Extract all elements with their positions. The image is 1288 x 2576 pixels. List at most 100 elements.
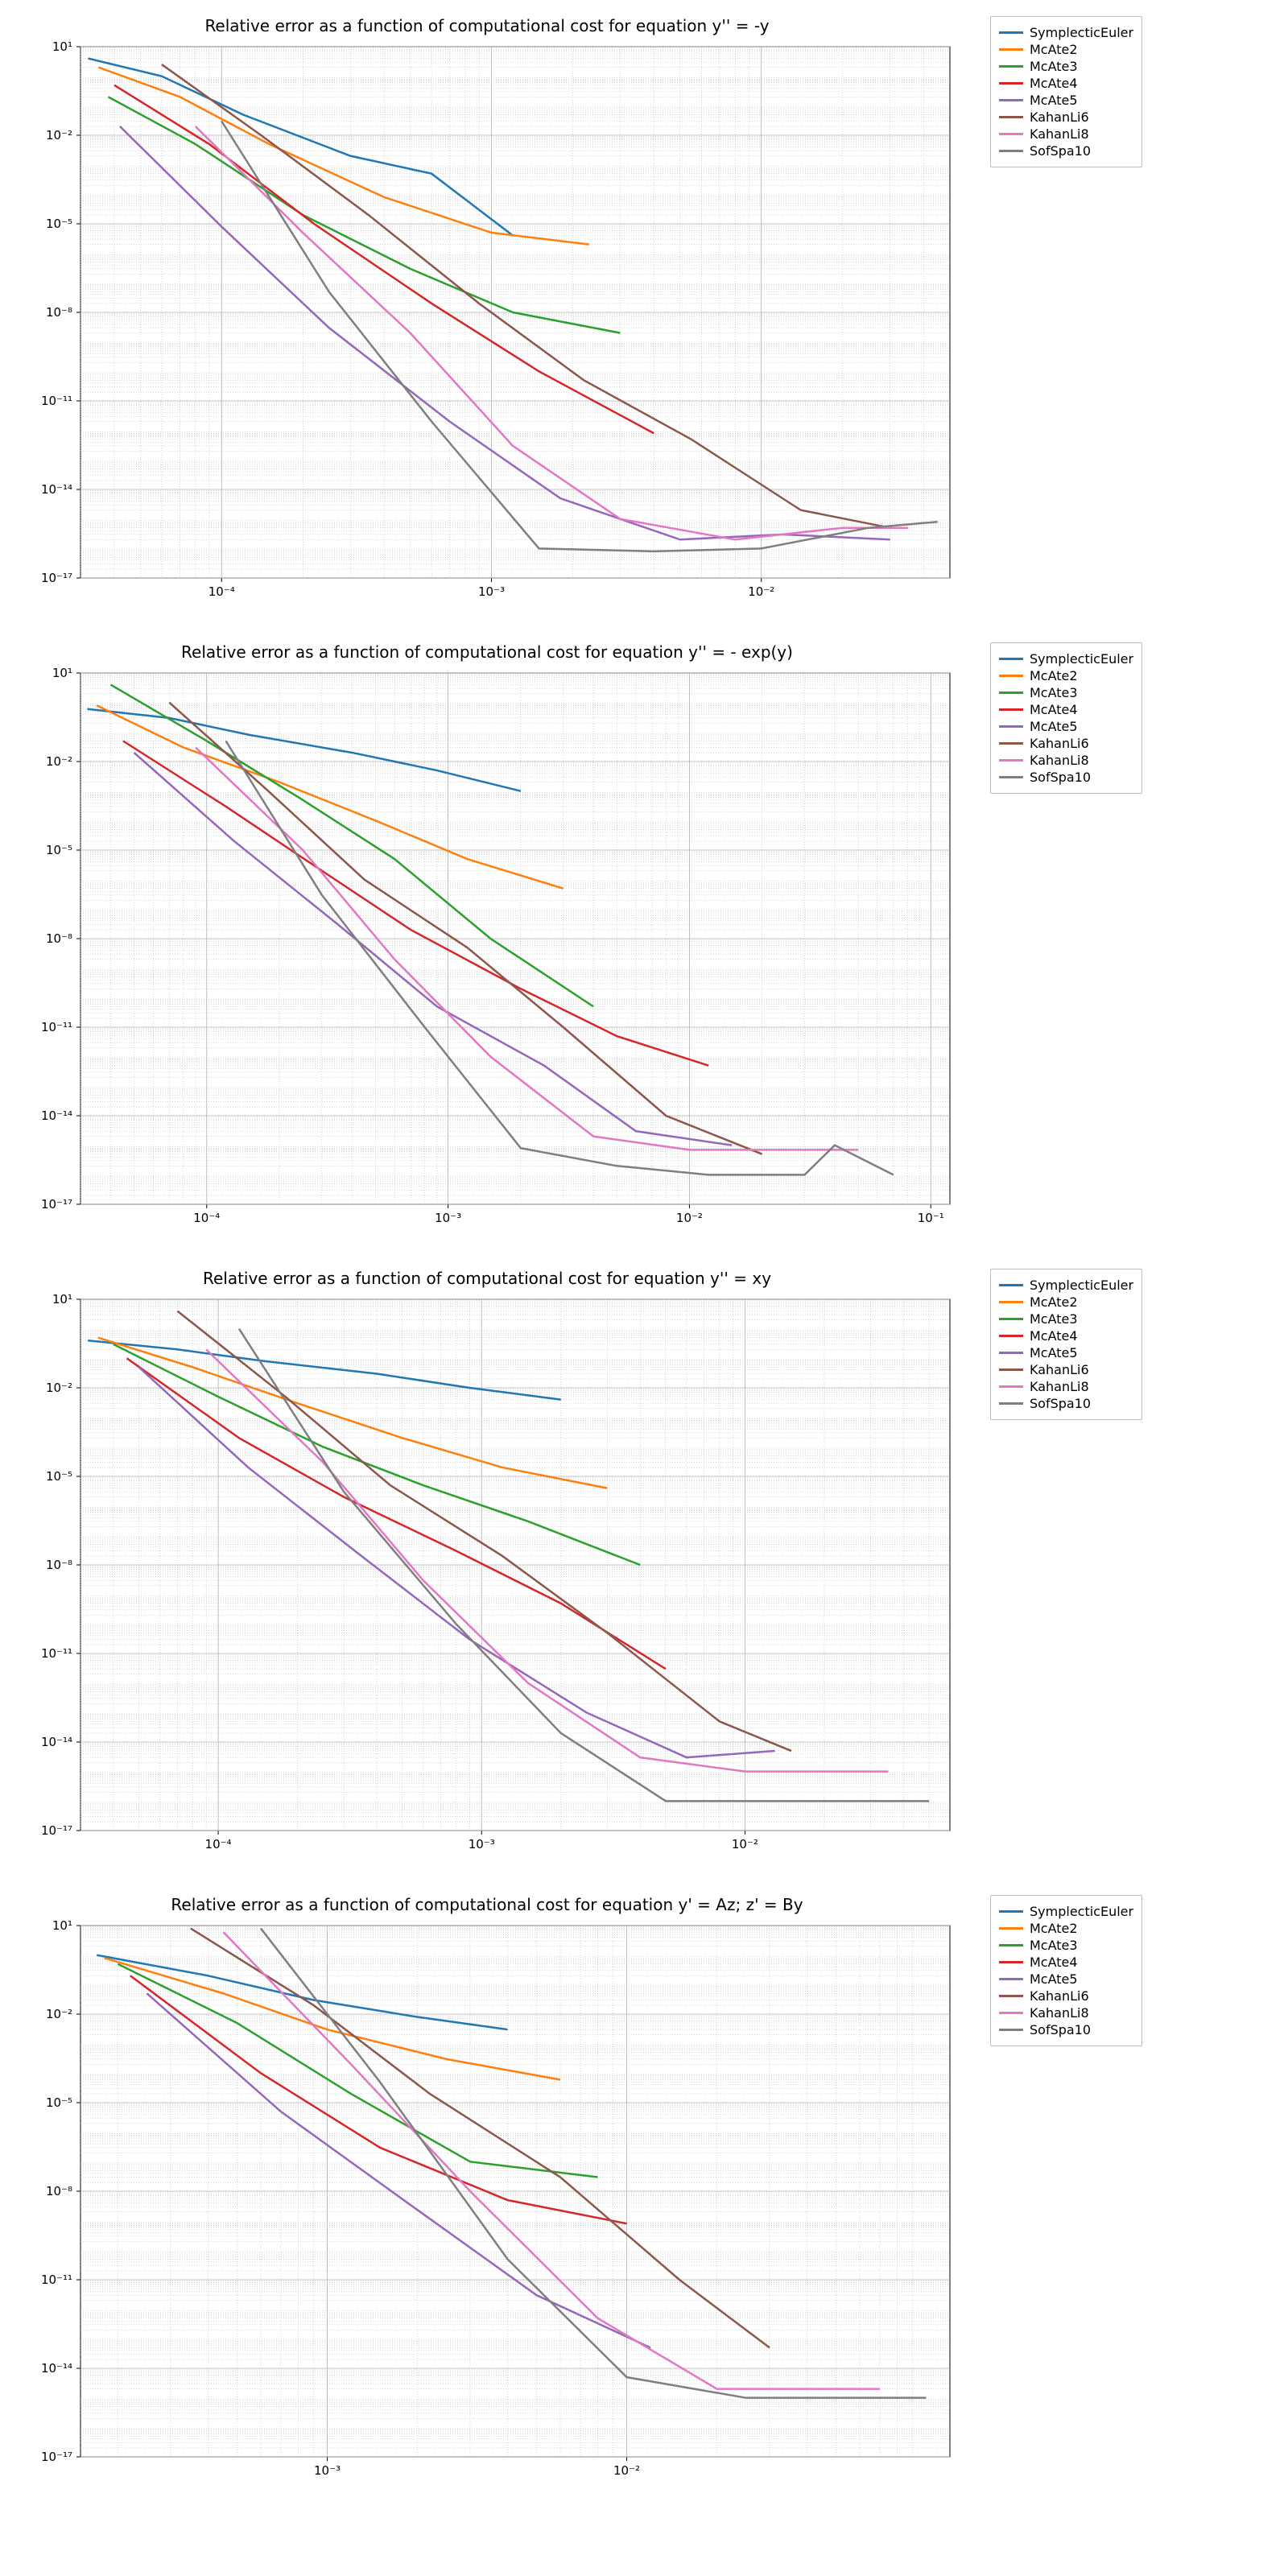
- series-line-SymplecticEuler: [97, 1955, 507, 2030]
- legend-swatch: [999, 725, 1023, 728]
- y-tick-label: 10⁻²: [46, 128, 72, 142]
- legend-swatch: [999, 1284, 1023, 1286]
- legend-item: KahanLi6: [999, 736, 1133, 751]
- y-tick-label: 10⁻¹¹: [41, 1646, 72, 1661]
- legend: SymplecticEulerMcAte2McAte3McAte4McAte5K…: [990, 642, 1142, 794]
- y-tick-label: 10⁻¹⁴: [41, 1735, 72, 1749]
- y-tick-label: 10⁻¹⁷: [41, 1197, 72, 1212]
- plot-area: Relative error as a function of computat…: [16, 1269, 958, 1871]
- legend-swatch: [999, 759, 1023, 762]
- x-tick-label: 10⁻¹: [918, 1211, 944, 1225]
- chart-title: Relative error as a function of computat…: [16, 1269, 958, 1288]
- legend-label: McAte4: [1030, 1328, 1078, 1344]
- series-line-SymplecticEuler: [87, 709, 520, 791]
- legend-label: McAte4: [1030, 76, 1078, 91]
- legend-label: KahanLi6: [1030, 109, 1089, 125]
- y-tick-label: 10⁻¹⁴: [41, 482, 72, 497]
- legend-swatch: [999, 133, 1023, 135]
- legend-item: McAte5: [999, 1971, 1133, 1987]
- y-tick-label: 10⁻⁸: [46, 1558, 72, 1572]
- series-line-SymplecticEuler: [88, 1340, 561, 1399]
- legend-item: McAte3: [999, 1311, 1133, 1327]
- subplot-row-3: Relative error as a function of computat…: [16, 1895, 1272, 2497]
- chart-title: Relative error as a function of computat…: [16, 642, 958, 662]
- y-tick-label: 10⁻²: [46, 2007, 72, 2021]
- legend-swatch: [999, 1318, 1023, 1320]
- series-line-SofSpa10: [261, 1929, 927, 2398]
- legend-item: McAte3: [999, 1938, 1133, 1953]
- legend-swatch: [999, 2012, 1023, 2014]
- legend-label: McAte3: [1030, 59, 1078, 74]
- chart-title: Relative error as a function of computat…: [16, 1895, 958, 1914]
- legend-label: McAte5: [1030, 1345, 1078, 1360]
- series-line-McAte4: [114, 85, 654, 434]
- y-tick-label: 10¹: [52, 1292, 72, 1307]
- legend-item: KahanLi8: [999, 753, 1133, 768]
- legend-label: SofSpa10: [1030, 1396, 1091, 1411]
- plot-area: Relative error as a function of computat…: [16, 1895, 958, 2497]
- legend-swatch: [999, 1368, 1023, 1371]
- subplot-row-1: Relative error as a function of computat…: [16, 642, 1272, 1245]
- plot-area: Relative error as a function of computat…: [16, 642, 958, 1245]
- x-tick-label: 10⁻²: [732, 1837, 758, 1852]
- subplot-row-0: Relative error as a function of computat…: [16, 16, 1272, 618]
- legend-label: McAte5: [1030, 93, 1078, 108]
- legend-swatch: [999, 691, 1023, 694]
- legend-item: McAte5: [999, 719, 1133, 734]
- legend-item: SymplecticEuler: [999, 1904, 1133, 1919]
- legend-item: McAte4: [999, 76, 1133, 91]
- legend-item: KahanLi8: [999, 1379, 1133, 1394]
- legend-swatch: [999, 1301, 1023, 1303]
- series-line-McAte4: [127, 1358, 666, 1669]
- y-tick-label: 10⁻²: [46, 754, 72, 769]
- legend: SymplecticEulerMcAte2McAte3McAte4McAte5 K…: [990, 1269, 1142, 1420]
- legend-item: McAte2: [999, 42, 1133, 57]
- legend-swatch: [999, 150, 1023, 152]
- subplot-row-2: Relative error as a function of computat…: [16, 1269, 1272, 1871]
- y-tick-label: 10⁻⁵: [46, 2095, 72, 2110]
- legend-label: SymplecticEuler: [1030, 1904, 1133, 1919]
- legend-label: KahanLi6: [1030, 1362, 1089, 1377]
- y-tick-label: 10⁻¹⁷: [41, 571, 72, 585]
- series-line-McAte2: [97, 705, 564, 888]
- series-line-KahanLi8: [196, 748, 858, 1150]
- legend-label: SofSpa10: [1030, 770, 1091, 785]
- legend-label: McAte2: [1030, 668, 1078, 683]
- plot-svg: 10⁻⁴10⁻³10⁻²10⁻¹⁷10⁻¹⁴10⁻¹¹10⁻⁸10⁻⁵10⁻²1…: [16, 39, 958, 618]
- legend-label: McAte3: [1030, 1938, 1078, 1953]
- y-tick-label: 10⁻¹⁷: [41, 2450, 72, 2464]
- plot-svg: 10⁻⁴10⁻³10⁻²10⁻¹⁷10⁻¹⁴10⁻¹¹10⁻⁸10⁻⁵10⁻²1…: [16, 1291, 958, 1871]
- legend-swatch: [999, 82, 1023, 85]
- series-line-McAte5: [139, 1367, 775, 1757]
- legend-swatch: [999, 2029, 1023, 2031]
- legend-item: SymplecticEuler: [999, 25, 1133, 40]
- legend-label: KahanLi8: [1030, 126, 1089, 142]
- series-line-McAte2: [98, 1338, 607, 1488]
- legend-label: SofSpa10: [1030, 143, 1091, 159]
- legend-label: KahanLi6: [1030, 736, 1089, 751]
- legend: SymplecticEulerMcAte2McAte3McAte4McAte5K…: [990, 1895, 1142, 2046]
- legend-label: SymplecticEuler: [1030, 1278, 1133, 1293]
- legend-item: KahanLi8: [999, 126, 1133, 142]
- x-tick-label: 10⁻³: [435, 1211, 461, 1225]
- y-tick-label: 10⁻²: [46, 1381, 72, 1395]
- legend-item: KahanLi8: [999, 2005, 1133, 2021]
- legend-item: SofSpa10: [999, 2022, 1133, 2037]
- legend-swatch: [999, 65, 1023, 68]
- legend-label: McAte2: [1030, 1294, 1078, 1310]
- y-tick-label: 10⁻¹⁴: [41, 2361, 72, 2376]
- legend-label: KahanLi8: [1030, 2005, 1089, 2021]
- chart-title: Relative error as a function of computat…: [16, 16, 958, 35]
- legend-swatch: [999, 658, 1023, 660]
- legend-swatch: [999, 1978, 1023, 1980]
- series-line-KahanLi6: [162, 64, 890, 528]
- legend-swatch: [999, 1995, 1023, 1997]
- y-tick-label: 10⁻¹⁴: [41, 1108, 72, 1123]
- legend-swatch: [999, 675, 1023, 677]
- legend-label: McAte5: [1030, 1971, 1078, 1987]
- y-tick-label: 10⁻⁵: [46, 1469, 72, 1484]
- legend-swatch: [999, 776, 1023, 778]
- y-tick-label: 10⁻⁸: [46, 2184, 72, 2198]
- x-tick-label: 10⁻⁴: [193, 1211, 220, 1225]
- x-tick-label: 10⁻³: [314, 2463, 341, 2478]
